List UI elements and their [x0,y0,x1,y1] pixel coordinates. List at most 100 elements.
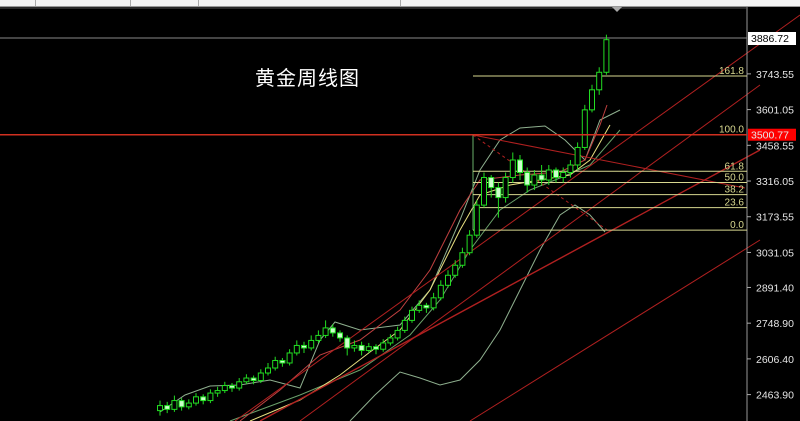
chart-shift-marker-icon[interactable] [612,7,622,12]
y-axis-tick-label: 3316.05 [756,176,794,188]
candle-body [538,174,545,181]
candle-body [207,392,214,402]
y-axis-tick-label: 2748.90 [756,318,794,330]
fib-level-label: 100.0 [719,125,744,136]
candle-body [337,332,343,339]
fib-level-label: 38.2 [725,185,745,196]
trend-line [259,149,761,421]
candle-body [250,377,257,382]
candle-body [517,159,523,174]
y-axis-tick-label: 3031.05 [756,247,794,259]
candle-body [553,169,559,179]
candle-body [409,309,415,321]
candle-body [344,337,351,349]
candle-body [473,204,480,236]
tab-separator [35,0,36,6]
trend-line-descending [472,134,746,189]
candle-body [229,385,235,389]
candle-body [351,344,358,349]
candle-body [416,304,423,311]
candle-body [301,344,307,349]
moving-average-red [239,104,608,421]
fib-diagonal [472,134,611,233]
candle-body [185,402,192,408]
candle-body [452,264,459,276]
candle-body [358,344,365,351]
y-axis-tick-label: 2606.40 [756,354,794,366]
bollinger-lower-band [349,204,606,421]
bollinger-upper-band [159,109,621,413]
candle-body [502,177,509,199]
candle-body [272,359,279,369]
candle-body [221,385,228,392]
candle-body [488,177,495,189]
candle-body [200,396,207,402]
candle-body [603,39,610,73]
chart-title: 黄金周线图 [255,66,360,90]
candle-body [560,172,567,179]
candle-body [466,234,473,254]
horizontal-line-price-label: 3500.77 [751,130,789,142]
trend-line [299,84,761,421]
fib-level-label: 0.0 [730,220,744,231]
horizontal-line-price-tag [748,128,796,141]
candle-body [329,327,336,334]
candle-body [315,334,322,341]
trend-line [234,14,800,421]
y-axis-tick-label: 2891.40 [756,282,794,294]
candle-body [171,400,178,410]
candle-body [401,319,408,331]
candle-body [437,284,444,299]
candle-body [459,252,466,266]
candle-body [178,400,185,408]
candle-body [243,377,250,383]
candle-body [286,352,293,364]
candle-body [293,344,300,354]
candle-body [214,390,221,394]
candle-body [445,274,451,286]
candle-body [308,339,315,349]
y-axis-tick-label: 2463.90 [756,390,794,402]
candle-body [430,297,437,309]
tab-separator [400,0,401,6]
fib-level-label: 161.8 [719,66,744,77]
y-axis-tick-label: 3458.55 [756,140,794,152]
candle-body [509,159,516,179]
candle-body [531,174,538,186]
fib-level-label: 61.8 [725,161,745,172]
candle-body [423,304,430,309]
candle-body [164,405,171,410]
candle-body [589,89,595,111]
fib-level-label: 23.6 [725,198,745,209]
tab-strip[interactable] [0,0,800,7]
candle-body [495,187,502,199]
candle-body [394,329,401,339]
y-axis-tick-label: 3173.55 [756,212,794,224]
tab-separator [198,0,199,6]
fib-level-label: 50.0 [725,173,745,184]
candle-body [581,109,588,148]
last-price-label: 3886.72 [751,33,789,45]
trend-line [469,239,761,421]
tab-separator [130,0,131,6]
candle-body [567,164,574,174]
candle-body [545,169,552,181]
y-axis-tick-label: 3743.55 [756,69,794,81]
last-price-tag [748,32,796,45]
candle-body [481,177,487,206]
y-axis-tick-label: 3601.05 [756,105,794,117]
candle-body [279,359,286,364]
candle-body [322,327,329,336]
candle-body [236,381,243,389]
candle-body [387,337,394,344]
candle-body [380,342,387,350]
candle-body [265,367,271,374]
candle-body [574,146,581,166]
candle-body [193,396,199,404]
candle-body [157,405,163,412]
candle-body [365,346,372,351]
candle-body [373,346,379,350]
candle-body [257,372,264,382]
